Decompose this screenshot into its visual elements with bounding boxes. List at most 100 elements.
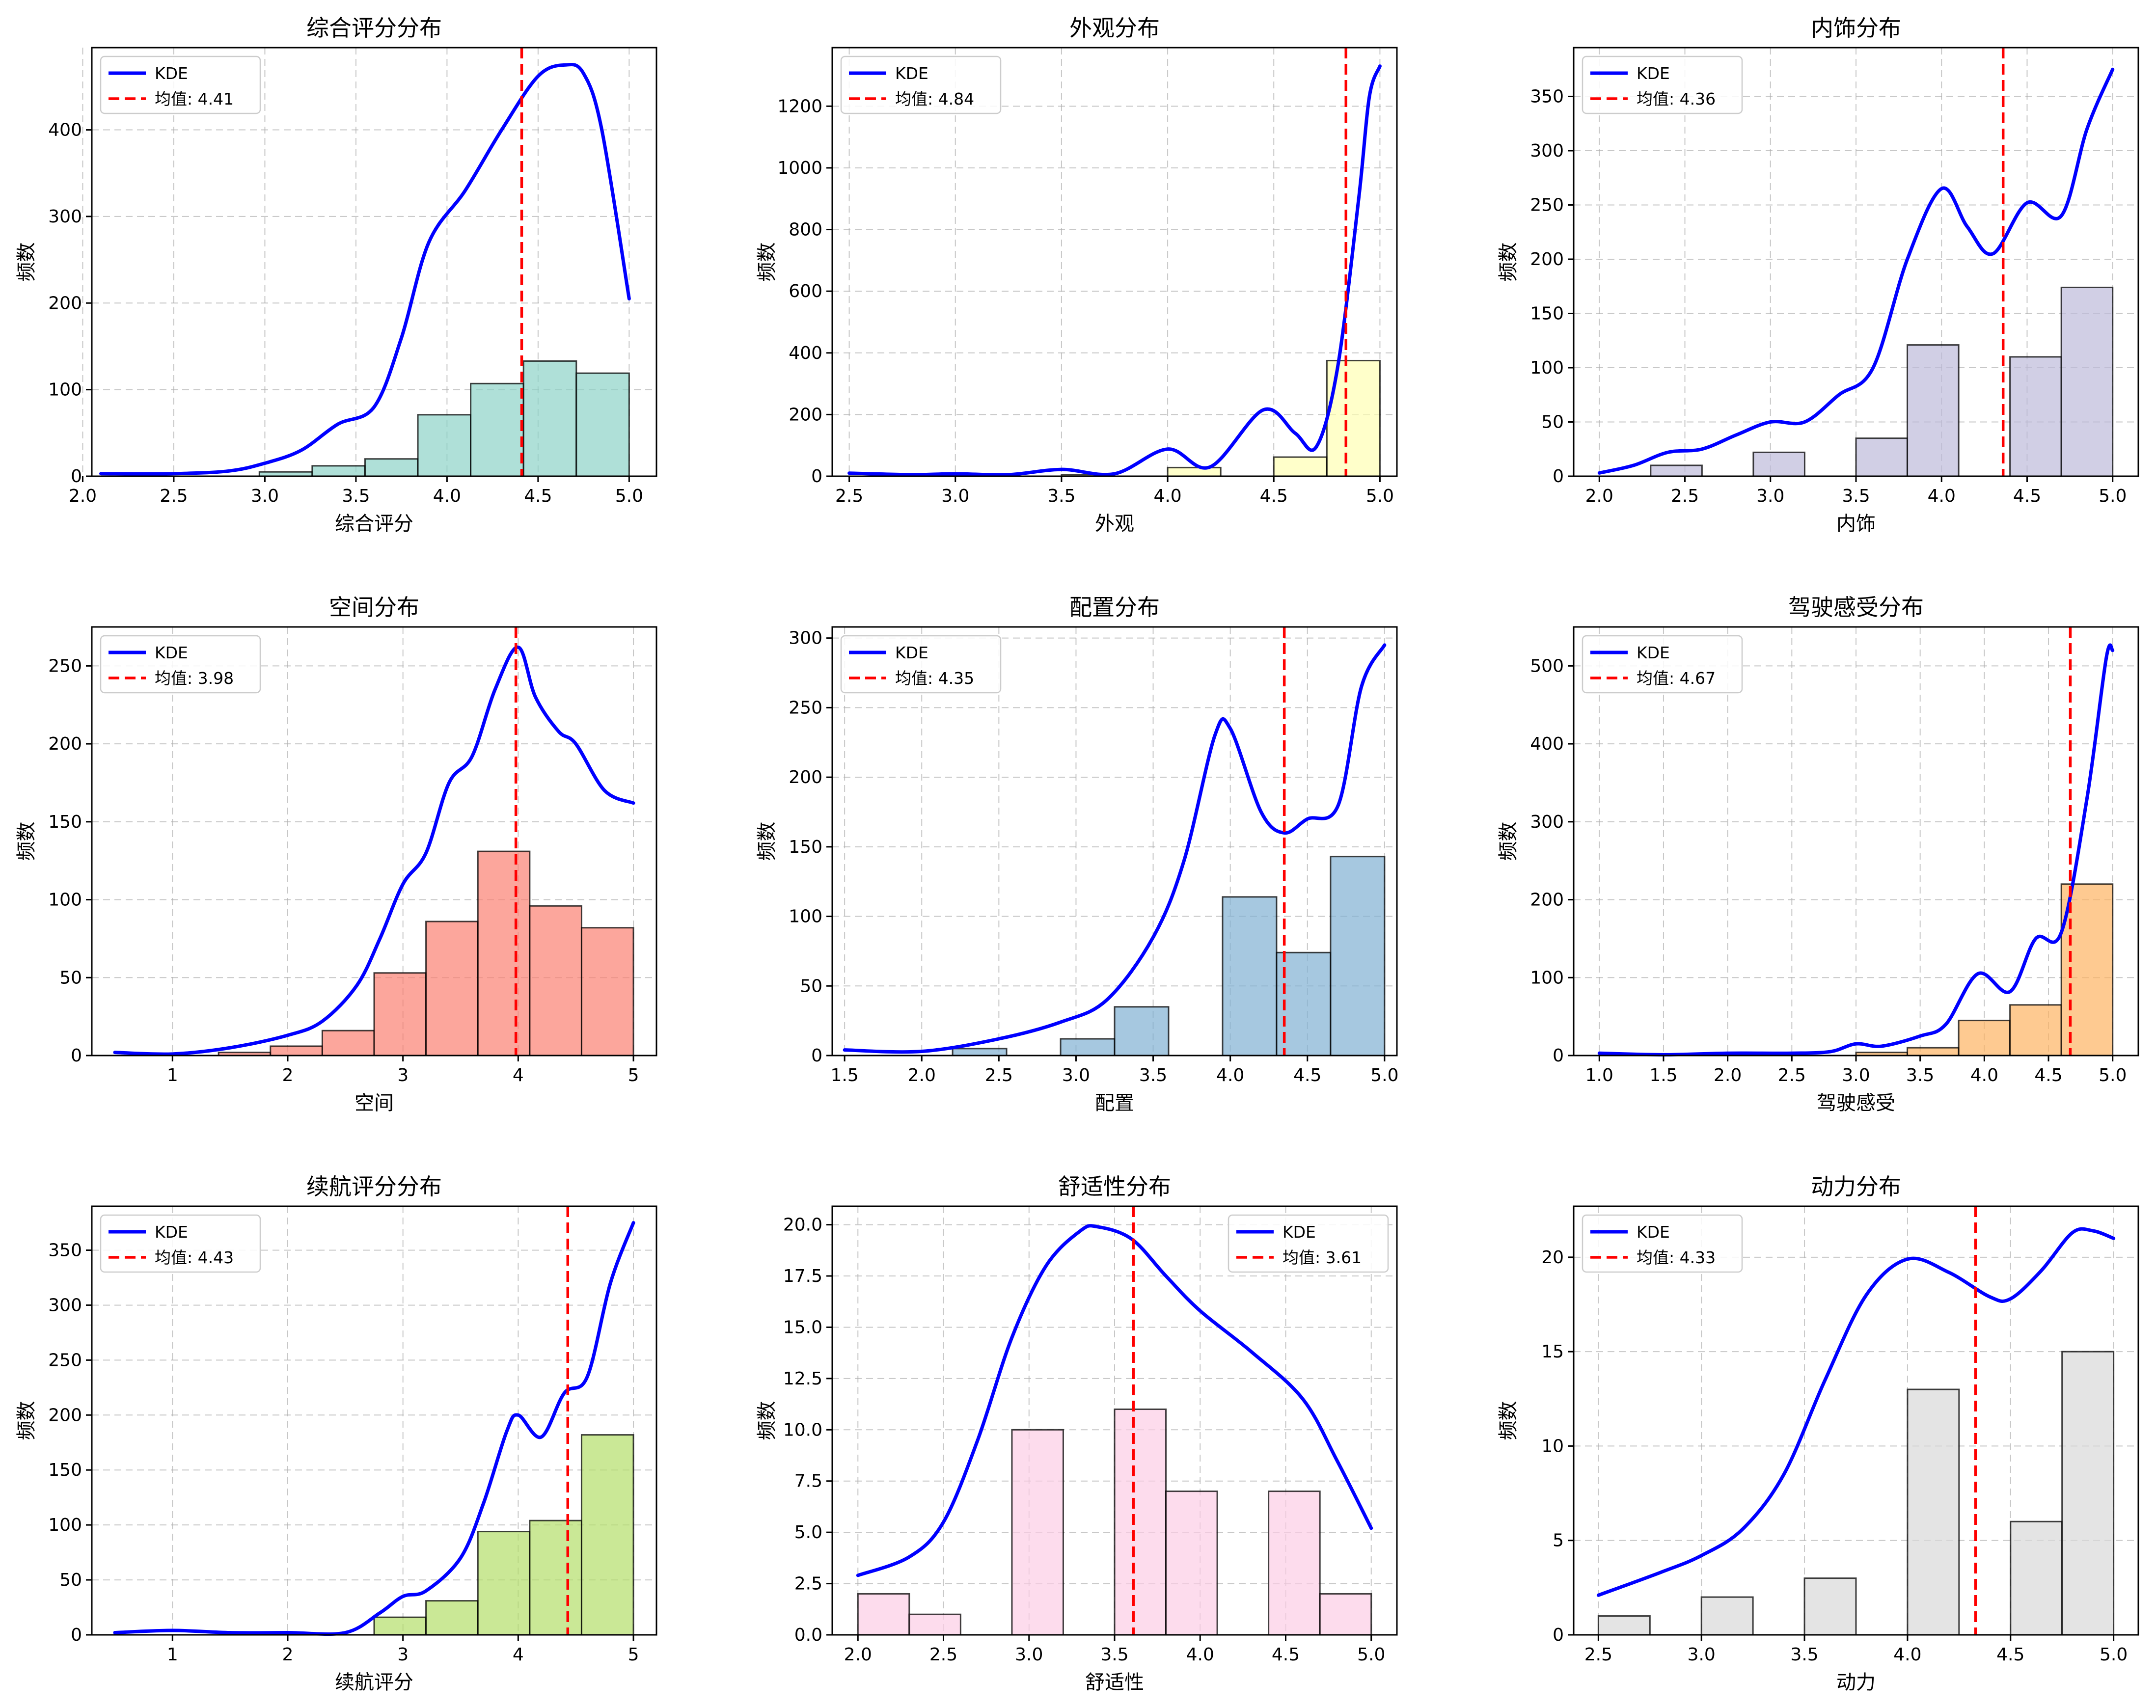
chart-panel: 1.0 1.5 2.0 2.5 3.0 3.5 4.0 4.5 5.0 0 100 200 300 400… [1497, 594, 2139, 1114]
y-tick-label: 300 [789, 628, 822, 649]
y-tick-label: 200 [1530, 890, 1564, 910]
y-tick-label: 150 [48, 1460, 82, 1480]
x-tick-label: 2.5 [1671, 486, 1699, 506]
x-tick-label: 2.5 [929, 1645, 957, 1665]
histogram-bar [270, 1045, 323, 1057]
x-tick-label: 4.5 [1272, 1645, 1300, 1665]
y-tick-label: 50 [1541, 412, 1564, 432]
y-tick-label: 1000 [777, 158, 822, 178]
histogram-bar [373, 1616, 427, 1636]
chart-panel: 2.0 2.5 3.0 3.5 4.0 4.5 5.0 0 100 200 300 400 综合评分分布… [15, 15, 657, 535]
x-tick-label: 3 [397, 1065, 409, 1085]
x-tick-label: 5.0 [1370, 1065, 1398, 1085]
y-tick-label: 150 [789, 837, 822, 857]
y-tick-label: 300 [1530, 141, 1564, 161]
y-tick-label: 15 [1541, 1342, 1564, 1362]
histogram-bar [522, 360, 577, 477]
x-tick-label: 1 [167, 1065, 178, 1085]
legend-box [840, 635, 1002, 694]
y-axis-label: 频数 [1497, 1401, 1520, 1440]
legend-box [100, 55, 261, 114]
x-axis-label: 动力 [1836, 1671, 1876, 1694]
kde-curve [856, 1224, 1373, 1577]
chart-panel: 2.0 2.5 3.0 3.5 4.0 4.5 5.0 0 50 100 150 200 250 300 3… [1497, 15, 2139, 535]
y-tick-label: 200 [1530, 249, 1564, 270]
histogram-bar [364, 458, 419, 477]
legend-box [1582, 1214, 1743, 1273]
histogram-bar [908, 1613, 961, 1636]
y-tick-label: 200 [789, 405, 822, 425]
chart-title: 内饰分布 [1811, 15, 1901, 41]
legend-mean-label: 均值: 4.36 [1637, 89, 1716, 108]
plot-frame [1573, 1205, 2139, 1636]
plot-frame [831, 626, 1398, 1057]
x-tick-label: 5 [628, 1645, 639, 1665]
histogram-bar [321, 1030, 375, 1057]
histogram-bar [1011, 1429, 1064, 1636]
y-tick-label: 0 [811, 466, 822, 487]
y-axis-label: 频数 [756, 243, 778, 282]
x-axis-label: 综合评分 [335, 513, 413, 535]
x-tick-label: 4.0 [1153, 486, 1181, 506]
histogram-bar [425, 1600, 479, 1636]
x-tick-label: 3.5 [1790, 1645, 1818, 1665]
histogram-bar [575, 372, 630, 477]
legend-kde-label: KDE [895, 643, 928, 662]
y-tick-label: 350 [1530, 86, 1564, 107]
x-tick-label: 5.0 [1366, 486, 1394, 506]
x-tick-label: 4.5 [1996, 1645, 2024, 1665]
y-tick-label: 20 [1541, 1247, 1564, 1268]
x-tick-label: 3.0 [1756, 486, 1784, 506]
x-tick-label: 2.0 [1585, 486, 1613, 506]
y-axis-label: 频数 [15, 822, 38, 861]
x-tick-label: 4 [513, 1645, 524, 1665]
x-tick-label: 3.5 [342, 486, 370, 506]
y-tick-label: 300 [48, 1295, 82, 1315]
legend-mean-label: 均值: 4.35 [895, 669, 974, 688]
y-tick-label: 300 [48, 207, 82, 227]
y-tick-label: 2.5 [794, 1574, 822, 1594]
x-axis-label: 配置 [1095, 1092, 1134, 1114]
x-tick-label: 4.0 [433, 486, 461, 506]
y-tick-label: 5.0 [794, 1522, 822, 1543]
y-tick-label: 12.5 [783, 1369, 822, 1389]
y-tick-label: 20.0 [783, 1215, 822, 1235]
y-tick-label: 0 [1553, 1625, 1564, 1645]
y-tick-label: 10 [1541, 1436, 1564, 1456]
kde-curve [1596, 1227, 2116, 1597]
legend-kde-label: KDE [1637, 64, 1670, 83]
chart-panel: 1 2 3 4 5050100150200250300350续航评分分布续航评分频数KD… [15, 1173, 657, 1694]
kde-curve [1597, 67, 2115, 475]
kde-curve [847, 64, 1382, 477]
x-tick-label: 3.0 [1015, 1645, 1043, 1665]
histogram-bar [1167, 466, 1222, 477]
y-tick-label: 250 [789, 698, 822, 718]
y-tick-label: 100 [48, 1515, 82, 1535]
chart-panel: 2.0 2.5 3.0 3.5 4.0 4.5 5.0 0.0 2.5 5.0 7.5 10.0 12.… [756, 1173, 1398, 1694]
chart-panel: 1.5 2.0 2.5 3.0 3.5 4.0 4.5 5.0 0 50 100 150 200 250 3… [756, 594, 1398, 1114]
legend-mean-label: 均值: 3.98 [155, 669, 234, 688]
y-tick-label: 100 [48, 380, 82, 400]
y-axis-label: 频数 [1497, 822, 1520, 861]
y-tick-label: 17.5 [783, 1266, 822, 1286]
histogram-bar [1752, 451, 1805, 477]
chart-title: 续航评分分布 [306, 1173, 442, 1200]
x-tick-label: 3.0 [1842, 1065, 1870, 1085]
histogram-bar [470, 382, 524, 477]
legend-kde-label: KDE [895, 64, 928, 83]
histogram-bar [1958, 1020, 2011, 1057]
histogram-bar [952, 1048, 1008, 1057]
x-axis-label: 续航评分 [335, 1671, 413, 1694]
x-tick-label: 4.5 [2013, 486, 2041, 506]
x-tick-label: 4.0 [1216, 1065, 1244, 1085]
x-tick-label: 2 [282, 1065, 294, 1085]
histogram-bar [425, 921, 479, 1057]
y-tick-label: 10.0 [783, 1420, 822, 1440]
legend-mean-label: 均值: 3.61 [1283, 1248, 1362, 1267]
x-axis-label: 空间 [355, 1092, 394, 1114]
y-axis-label: 频数 [1497, 243, 1520, 282]
x-tick-label: 2.5 [1584, 1645, 1612, 1665]
x-tick-label: 3.5 [1906, 1065, 1934, 1085]
kde-curve [113, 1221, 635, 1636]
